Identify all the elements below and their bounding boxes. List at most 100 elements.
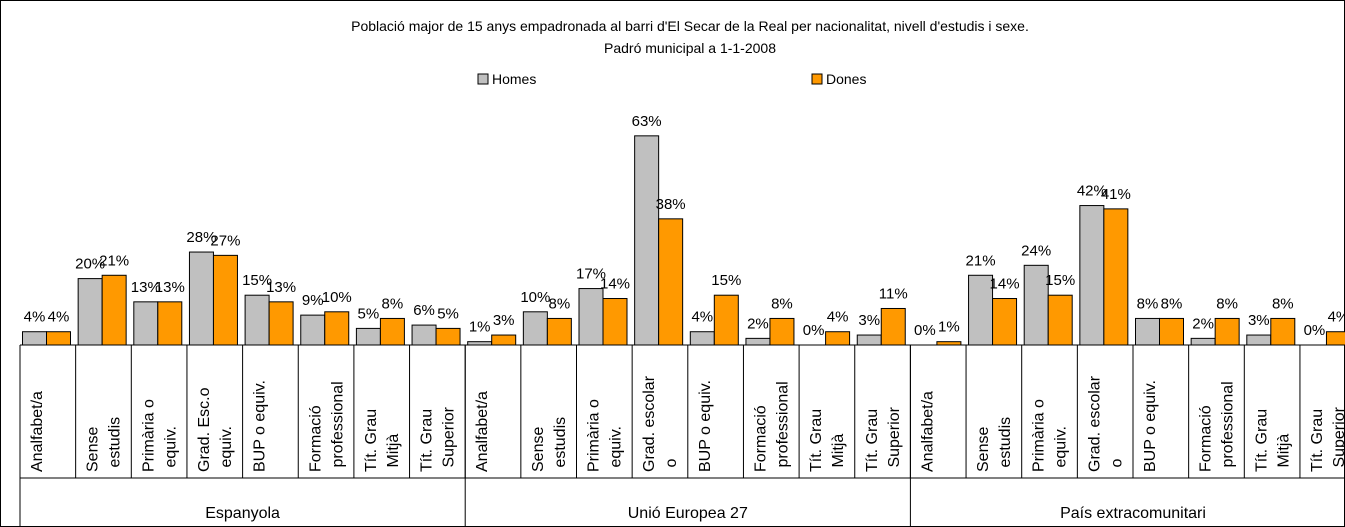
category-label: Grad. escolar o xyxy=(1086,375,1125,472)
group-label: País extracomunitari xyxy=(1060,505,1206,522)
bar xyxy=(1023,264,1049,346)
category-label-line: estudis xyxy=(107,417,124,472)
category-label-line: Tít. Grau xyxy=(1253,409,1270,472)
bar xyxy=(1325,331,1345,346)
group-label: Espanyola xyxy=(205,505,280,522)
category-label-line: Superior xyxy=(1331,406,1345,472)
bar xyxy=(1135,317,1160,346)
value-label: 8% xyxy=(382,295,404,312)
category-label-line: estudis xyxy=(552,417,569,472)
legend-label: Dones xyxy=(826,71,866,87)
value-label: 4% xyxy=(827,309,849,326)
category-label-line: Tít. Grau xyxy=(363,409,380,472)
category-label: Primària o equiv. xyxy=(586,399,625,472)
category-label: Primària o equiv. xyxy=(140,399,179,472)
category-label: BUP o equiv. xyxy=(697,380,714,472)
bar xyxy=(379,317,405,346)
bar xyxy=(101,274,127,346)
category-label: BUP o equiv. xyxy=(252,380,269,472)
bar xyxy=(745,337,771,346)
value-label: 4% xyxy=(691,309,713,326)
category-label-line: Mitjà xyxy=(830,434,847,472)
category-label-line: o xyxy=(1108,459,1125,472)
category-label: Formació professional xyxy=(1198,381,1237,472)
category-label: Tít. Grau Superior xyxy=(1309,406,1345,472)
value-label: 0% xyxy=(914,322,936,339)
legend-swatch xyxy=(811,73,823,85)
value-label: 10% xyxy=(322,289,352,306)
bar xyxy=(1079,205,1105,346)
category-label-line: equiv. xyxy=(218,426,235,472)
category-label-line: estudis xyxy=(997,417,1014,472)
chart-title: Població major de 15 anys empadronada al… xyxy=(351,18,1029,34)
value-label: 13% xyxy=(131,279,161,296)
value-label: 17% xyxy=(576,266,606,283)
value-label: 4% xyxy=(24,309,46,326)
value-label: 8% xyxy=(549,295,571,312)
category-label-line: Sense xyxy=(975,427,992,472)
bar xyxy=(300,314,326,346)
bar xyxy=(411,324,437,346)
bar xyxy=(1214,317,1240,346)
value-label: 0% xyxy=(803,322,825,339)
value-label: 3% xyxy=(493,312,515,329)
value-label: 13% xyxy=(155,279,185,296)
category-label: Grad. escolar o xyxy=(641,375,680,472)
category-label: Analfabet/a xyxy=(29,391,46,472)
bar xyxy=(157,301,183,346)
category-label-line: equiv. xyxy=(608,426,625,472)
value-label: 4% xyxy=(48,309,70,326)
bar xyxy=(658,218,684,346)
bar xyxy=(546,317,572,346)
category-label: Tít. Grau Superior xyxy=(864,406,903,472)
category-label-line: o xyxy=(663,459,680,472)
value-label: 14% xyxy=(600,276,630,293)
value-label: 42% xyxy=(1077,183,1107,200)
bar xyxy=(435,327,461,346)
category-label-line: equiv. xyxy=(162,426,179,472)
category-label: Sense estudis xyxy=(530,417,569,472)
category-label: Sense estudis xyxy=(975,417,1014,472)
category-label-line: Tít. Grau xyxy=(419,409,436,472)
bar xyxy=(1246,334,1272,346)
category-label: Primària o equiv. xyxy=(1031,399,1070,472)
bar xyxy=(244,294,270,346)
category-label: Tít. Grau Superior xyxy=(419,406,458,472)
category-label-line: Analfabet/a xyxy=(474,391,491,472)
bar xyxy=(324,311,350,346)
bar xyxy=(992,298,1018,346)
bar xyxy=(212,254,238,346)
bar xyxy=(1047,294,1073,346)
value-label: 3% xyxy=(1248,312,1270,329)
value-label: 3% xyxy=(858,312,880,329)
bar xyxy=(602,298,628,346)
value-label: 0% xyxy=(1304,322,1326,339)
category-label-line: Formació xyxy=(752,405,769,472)
category-label: Tít. Grau Mitjà xyxy=(1253,409,1292,472)
category-label-line: equiv. xyxy=(1053,426,1070,472)
category-label-line: Grad. escolar xyxy=(1086,375,1103,472)
bar xyxy=(133,301,159,346)
category-label-line: Superior xyxy=(441,406,458,472)
category-label: Tít. Grau Mitjà xyxy=(808,409,847,472)
category-label-line: BUP o equiv. xyxy=(252,380,269,472)
value-label: 9% xyxy=(302,292,324,309)
value-label: 10% xyxy=(520,289,550,306)
category-label-line: Grad. Esc.o xyxy=(196,387,213,472)
category-label: Formació professional xyxy=(307,381,346,472)
bar xyxy=(689,331,715,346)
value-label: 15% xyxy=(242,272,272,289)
category-label-line: Formació xyxy=(1198,405,1215,472)
value-label: 13% xyxy=(266,279,296,296)
category-label-line: Tít. Grau xyxy=(864,409,881,472)
bar xyxy=(1159,317,1184,346)
value-label: 8% xyxy=(1272,295,1294,312)
bar xyxy=(522,311,548,346)
bar xyxy=(825,331,851,346)
category-label: Analfabet/a xyxy=(919,391,936,472)
bar xyxy=(634,135,660,346)
value-label: 6% xyxy=(413,302,435,319)
bar xyxy=(769,317,795,346)
value-label: 41% xyxy=(1101,186,1131,203)
value-label: 24% xyxy=(1021,242,1051,259)
